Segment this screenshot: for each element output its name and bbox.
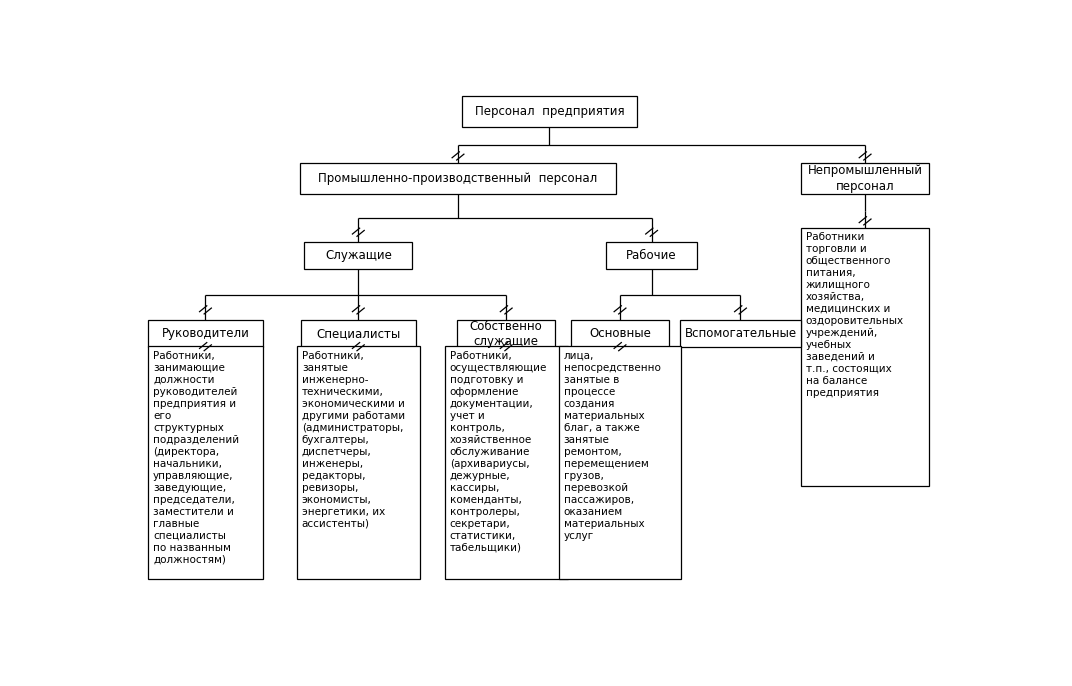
FancyBboxPatch shape	[300, 163, 615, 193]
Text: лица,
непосредственно
занятые в
процессе
создания
материальных
благ, а также
зан: лица, непосредственно занятые в процессе…	[564, 351, 660, 541]
FancyBboxPatch shape	[681, 320, 801, 348]
FancyBboxPatch shape	[445, 346, 568, 579]
Text: Рабочие: Рабочие	[626, 249, 676, 262]
Text: Работники,
занимающие
должности
руководителей
предприятия и
его
структурных
подр: Работники, занимающие должности руководи…	[153, 351, 239, 565]
Text: Служащие: Служащие	[325, 249, 391, 262]
Text: Специалисты: Специалисты	[316, 327, 401, 340]
Text: Собственно
служащие: Собственно служащие	[470, 320, 542, 348]
Text: Промышленно-производственный  персонал: Промышленно-производственный персонал	[318, 172, 597, 185]
FancyBboxPatch shape	[297, 346, 420, 579]
Text: Вспомогательные: Вспомогательные	[684, 327, 796, 340]
FancyBboxPatch shape	[571, 320, 669, 348]
FancyBboxPatch shape	[462, 95, 637, 127]
FancyBboxPatch shape	[457, 320, 555, 348]
FancyBboxPatch shape	[606, 242, 697, 270]
FancyBboxPatch shape	[801, 163, 929, 193]
Text: Работники,
осуществляющие
подготовку и
оформление
документации,
учет и
контроль,: Работники, осуществляющие подготовку и о…	[450, 351, 547, 553]
FancyBboxPatch shape	[301, 320, 416, 348]
FancyBboxPatch shape	[148, 346, 263, 579]
Text: Руководители: Руководители	[162, 327, 250, 340]
FancyBboxPatch shape	[148, 320, 263, 348]
Text: Персонал  предприятия: Персонал предприятия	[475, 105, 624, 118]
FancyBboxPatch shape	[801, 228, 929, 486]
FancyBboxPatch shape	[304, 242, 413, 270]
FancyBboxPatch shape	[559, 346, 682, 579]
Text: Работники
торговли и
общественного
питания,
жилищного
хозяйства,
медицинских и
о: Работники торговли и общественного питан…	[806, 232, 904, 398]
Text: Непромышленный
персонал: Непромышленный персонал	[807, 164, 923, 193]
Text: Основные: Основные	[590, 327, 651, 340]
Text: Работники,
занятые
инженерно-
техническими,
экономическими и
другими работами
(а: Работники, занятые инженерно- технически…	[302, 351, 405, 529]
